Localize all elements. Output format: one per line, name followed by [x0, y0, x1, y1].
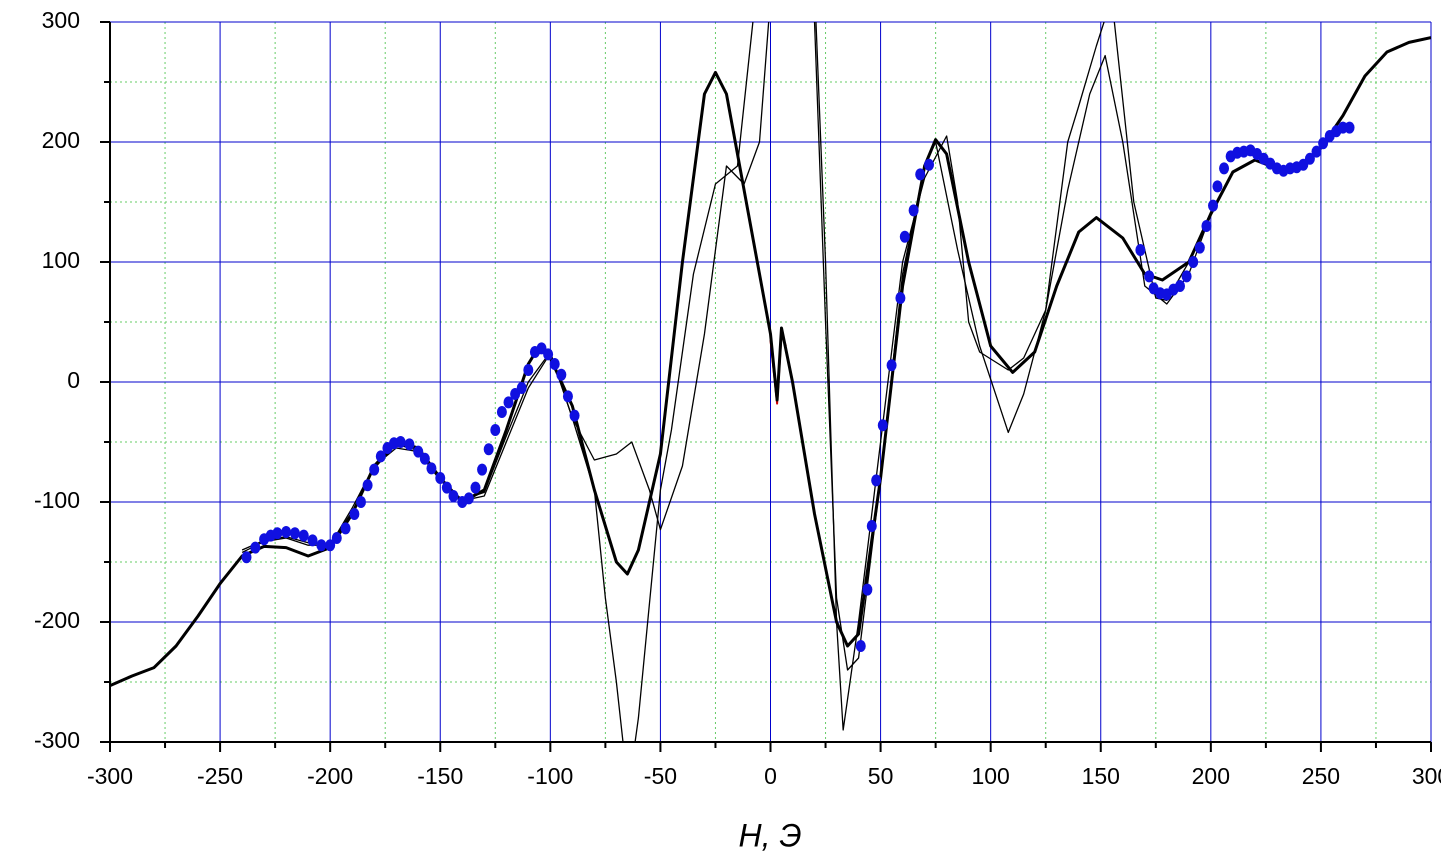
series-line — [110, 36, 1431, 687]
data-point — [307, 534, 318, 547]
data-point — [289, 527, 300, 540]
data-point — [413, 445, 424, 458]
data-point — [516, 382, 527, 394]
x-tick-label: 0 — [764, 763, 777, 789]
grid — [109, 21, 1432, 743]
data-point — [855, 640, 866, 652]
data-point — [1208, 199, 1219, 212]
y-tick-label: -300 — [34, 727, 80, 753]
x-tick-label: -300 — [87, 763, 133, 789]
data-point — [340, 522, 351, 535]
data-point — [362, 479, 373, 492]
data-point — [543, 348, 554, 361]
data-point — [477, 463, 488, 476]
data-point — [448, 490, 459, 502]
x-tick-label: 100 — [971, 763, 1009, 789]
data-point — [549, 358, 560, 370]
data-point — [470, 481, 481, 494]
y-tick-label: 100 — [42, 247, 80, 273]
x-tick-label: -150 — [417, 763, 463, 789]
data-point — [915, 168, 926, 181]
data-point — [325, 539, 336, 552]
data-point — [556, 368, 567, 381]
x-tick-label: -250 — [197, 763, 243, 789]
data-point — [1194, 241, 1205, 254]
data-point — [355, 496, 366, 508]
x-tick-label: -200 — [307, 763, 353, 789]
data-point — [1188, 256, 1199, 268]
data-point — [1344, 121, 1355, 134]
data-point — [523, 364, 534, 376]
data-point — [426, 462, 437, 475]
x-tick-label: 300 — [1412, 763, 1441, 789]
data-point — [908, 204, 919, 217]
data-point — [1311, 145, 1322, 158]
data-point — [1212, 180, 1223, 193]
data-point — [241, 551, 252, 564]
data-point — [886, 359, 897, 372]
data-point — [272, 527, 283, 540]
data-point — [404, 438, 415, 451]
data-point — [1201, 220, 1212, 232]
data-point — [298, 529, 309, 542]
series-line — [241, 22, 1212, 731]
data-point — [395, 436, 406, 448]
data-point — [463, 492, 474, 505]
data-point — [441, 481, 452, 494]
y-tick-label: -100 — [34, 487, 80, 513]
data-point — [1135, 244, 1146, 256]
data-point — [899, 230, 910, 243]
data-point — [349, 508, 360, 520]
data-point — [375, 450, 386, 463]
data-point — [316, 539, 327, 552]
data-point — [1181, 270, 1192, 283]
data-point — [483, 443, 494, 456]
data-point — [1144, 270, 1155, 283]
x-axis-title: H, Э — [738, 817, 801, 853]
plot-area — [110, 22, 1431, 742]
data-point — [369, 463, 380, 476]
data-point — [877, 419, 888, 432]
data-point — [331, 532, 342, 544]
data-point — [1318, 137, 1329, 150]
series-line — [241, 22, 1212, 742]
data-point — [862, 583, 873, 596]
data-point — [895, 292, 906, 304]
data-point — [1219, 162, 1230, 175]
x-tick-label: 250 — [1302, 763, 1340, 789]
data-point — [281, 526, 292, 538]
data-point — [419, 452, 430, 465]
x-tick-label: -100 — [527, 763, 573, 789]
data-point — [250, 541, 261, 554]
data-point — [1175, 280, 1186, 292]
data-point — [871, 474, 882, 487]
y-tick-label: -200 — [34, 607, 80, 633]
x-tick-label: 150 — [1082, 763, 1120, 789]
data-point — [866, 520, 877, 532]
data-point — [490, 424, 501, 436]
data-point — [1304, 152, 1315, 165]
data-point — [569, 409, 580, 422]
data-point — [503, 396, 514, 409]
data-point — [924, 158, 935, 171]
y-tick-label: 0 — [67, 367, 80, 393]
y-tick-label: 200 — [42, 127, 80, 153]
x-tick-label: -50 — [644, 763, 677, 789]
data-point — [435, 472, 446, 484]
axes: -300 -250 -200 -150 -100 -50 0 50 100 150 200 250 30… — [34, 7, 1441, 789]
data-point — [562, 390, 573, 403]
x-tick-label: 200 — [1192, 763, 1230, 789]
data-point — [496, 406, 507, 418]
y-tick-label: 300 — [42, 7, 80, 33]
x-tick-label: 50 — [868, 763, 894, 789]
